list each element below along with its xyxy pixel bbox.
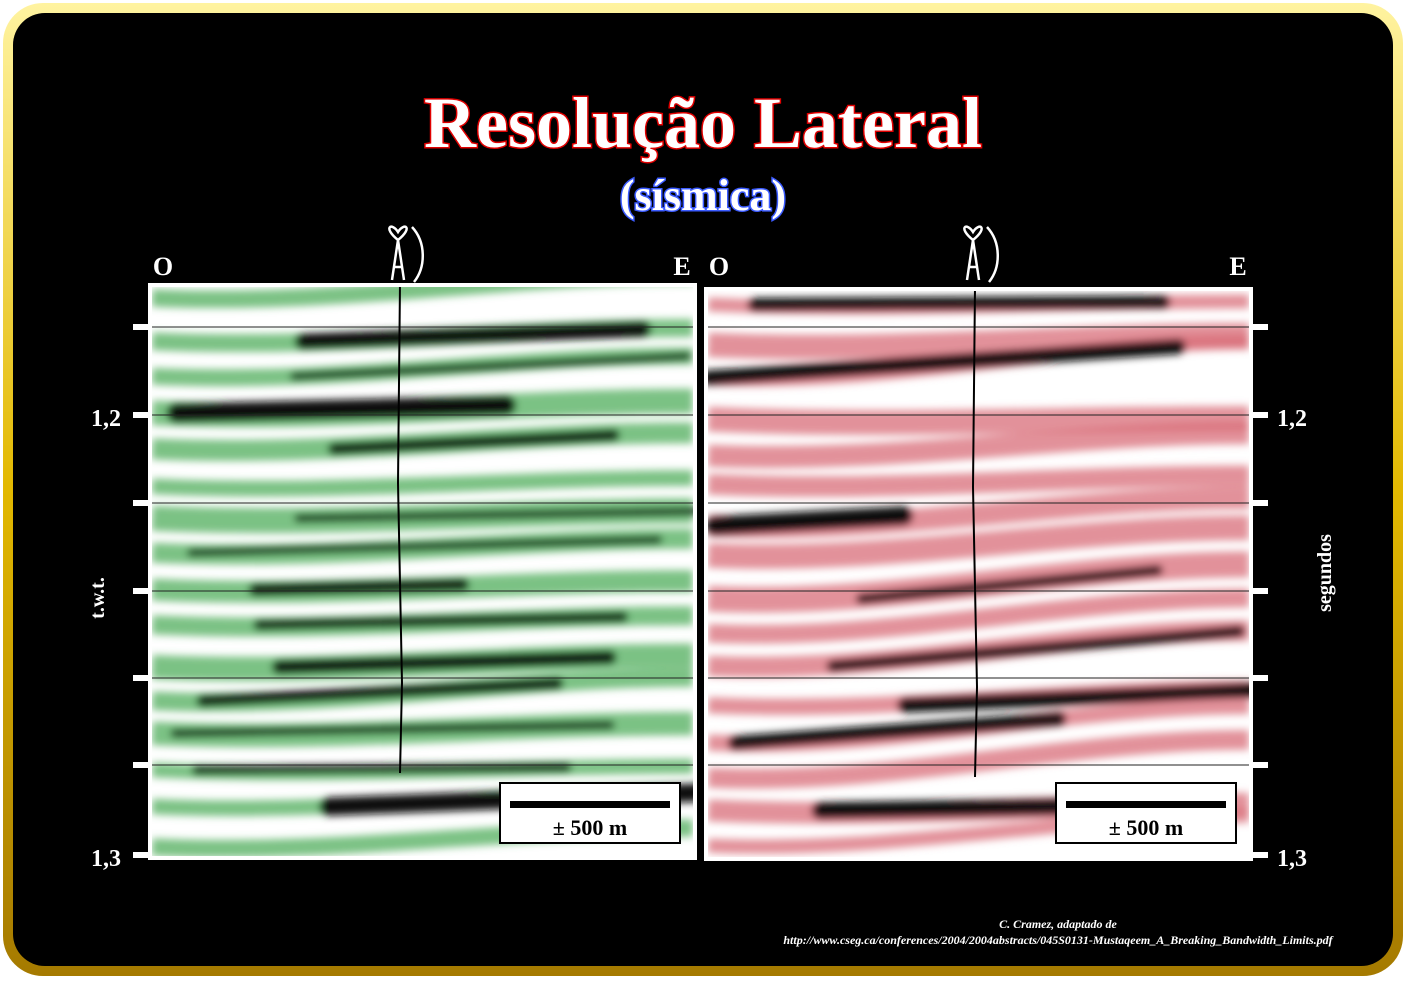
time-tick	[133, 852, 148, 858]
band	[152, 287, 584, 309]
right-axis-label: segundos	[1314, 534, 1336, 612]
band	[897, 682, 1249, 713]
left-tick-label: 1,3	[91, 846, 121, 872]
band	[290, 352, 692, 380]
scale-box	[499, 782, 681, 844]
time-tick	[133, 675, 148, 681]
band	[856, 565, 1163, 604]
band	[708, 588, 1249, 644]
credit: C. Cramez, adaptado de	[999, 917, 1117, 931]
panels: O E± 500 mO E± 500 m	[133, 225, 1268, 861]
time-tick	[1253, 412, 1268, 418]
band	[272, 650, 617, 674]
well-path	[396, 287, 404, 774]
band	[708, 515, 1249, 569]
band	[196, 677, 564, 707]
band	[747, 295, 1171, 311]
reflections	[152, 287, 693, 856]
band	[170, 721, 615, 737]
band	[187, 536, 663, 557]
subtitle: (sísmica)	[620, 171, 786, 220]
band	[295, 321, 651, 350]
east-label: E	[1229, 252, 1246, 281]
derrick-icon	[963, 225, 999, 283]
band	[249, 578, 469, 596]
seismic-panel: O E ± 500 m	[133, 225, 697, 860]
seismic-panel: O E ± 500 m	[704, 225, 1268, 861]
right-tick-label: 1,2	[1277, 406, 1307, 432]
band	[826, 625, 1245, 672]
west-label: O	[709, 252, 729, 281]
band	[708, 729, 1249, 789]
title: Resolução Lateral	[424, 83, 982, 163]
credit: http://www.cseg.ca/conferences/2004/2004…	[783, 933, 1333, 947]
well-path	[971, 291, 979, 778]
west-label: O	[153, 252, 173, 281]
band	[708, 506, 913, 536]
scale-label: ± 500 m	[553, 815, 627, 840]
time-tick	[1253, 675, 1268, 681]
scale-bar	[1066, 801, 1226, 808]
band	[708, 323, 1249, 360]
time-tick	[133, 588, 148, 594]
time-tick	[1253, 324, 1268, 330]
band	[708, 465, 1249, 497]
time-tick	[133, 412, 148, 418]
band	[708, 405, 1249, 435]
time-tick	[1253, 500, 1268, 506]
scale-box	[1055, 782, 1237, 844]
band	[152, 470, 693, 497]
band	[191, 763, 572, 775]
scale-bar	[510, 801, 670, 808]
band	[167, 395, 516, 423]
right-tick-label: 1,3	[1277, 846, 1307, 872]
band	[253, 612, 628, 630]
time-tick	[133, 324, 148, 330]
seismic-image	[152, 287, 693, 856]
band	[708, 339, 1186, 386]
band	[728, 711, 1067, 750]
time-tick	[1253, 762, 1268, 768]
left-axis-label: t.w.t.	[87, 577, 109, 619]
time-tick	[1253, 588, 1268, 594]
east-label: E	[673, 252, 690, 281]
band	[708, 421, 1249, 469]
derrick-icon	[388, 225, 424, 283]
time-tick	[1253, 852, 1268, 858]
scale-label: ± 500 m	[1109, 815, 1183, 840]
band	[328, 429, 620, 455]
band	[294, 507, 693, 522]
time-tick	[133, 762, 148, 768]
time-tick	[133, 500, 148, 506]
left-tick-label: 1,2	[91, 406, 121, 432]
